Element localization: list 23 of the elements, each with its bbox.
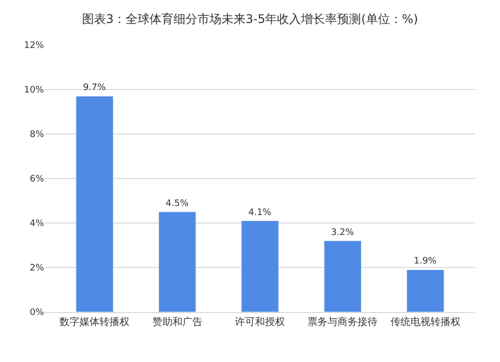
data-label: 1.9% (414, 256, 438, 267)
y-tick-label: 6% (30, 174, 44, 185)
x-tick-label: 许可和授权 (235, 316, 285, 328)
data-label: 9.7% (82, 83, 106, 94)
y-tick-label: 0% (30, 308, 44, 318)
chart-title: 图表3：全球体育细分市场未来3-5年收入增长率预测(单位：%) (82, 12, 418, 26)
data-label: 3.2% (331, 228, 354, 238)
x-tick-label: 传统电视转播权 (390, 316, 460, 328)
y-tick-label: 10% (24, 86, 44, 96)
y-tick-label: 12% (24, 41, 44, 52)
x-tick-label: 票务与商务接待 (308, 316, 378, 328)
y-tick-label: 4% (30, 219, 44, 230)
x-tick-label: 数字媒体转播权 (60, 316, 130, 328)
y-tick-label: 2% (30, 264, 44, 274)
bar (406, 269, 444, 312)
data-label: 4.1% (248, 208, 272, 218)
data-label: 4.5% (166, 198, 189, 209)
bar (76, 96, 114, 312)
bar (241, 220, 279, 312)
x-tick-label: 赞助和广告 (152, 316, 202, 328)
y-tick-label: 8% (30, 130, 44, 140)
bar (324, 240, 362, 312)
bar (158, 212, 196, 312)
